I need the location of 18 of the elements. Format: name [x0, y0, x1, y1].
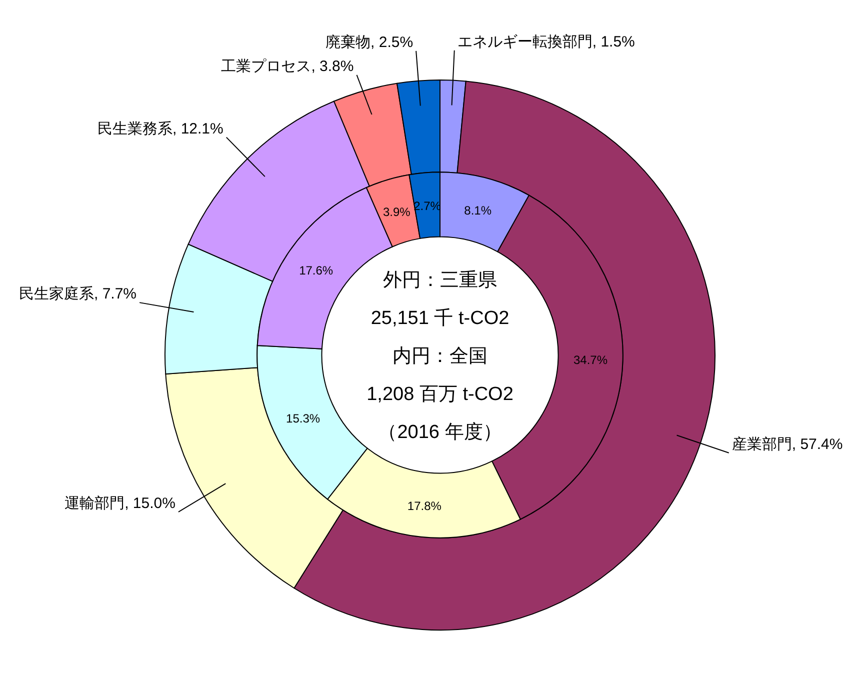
- text: 1,208 百万 t-CO2: [366, 384, 514, 405]
- data-label: 8.1%: [464, 203, 492, 218]
- text: 25,151 千 t-CO2: [370, 308, 510, 329]
- data-label: 34.7%: [573, 353, 608, 368]
- slice-label: 民生家庭系, 7.7%: [19, 286, 137, 303]
- text: 内円：全国: [392, 346, 488, 367]
- data-label: 15.3%: [286, 412, 320, 426]
- slice-label: 民生業務系, 12.1%: [98, 120, 224, 138]
- slice-label: エネルギー転換部門, 1.5%: [457, 33, 635, 50]
- text: （2016 年度）: [378, 421, 502, 443]
- slice-label: 工業プロセス, 3.8%: [221, 58, 354, 75]
- slice-label: 廃棄物, 2.5%: [326, 34, 414, 51]
- data-label: 3.9%: [382, 204, 411, 219]
- slice-label: 運輸部門, 15.0%: [64, 494, 176, 512]
- text: 外円：三重県: [383, 270, 497, 291]
- data-label: 17.8%: [407, 498, 442, 513]
- data-label: 17.6%: [299, 263, 334, 278]
- slice-label: 産業部門, 57.4%: [732, 436, 843, 453]
